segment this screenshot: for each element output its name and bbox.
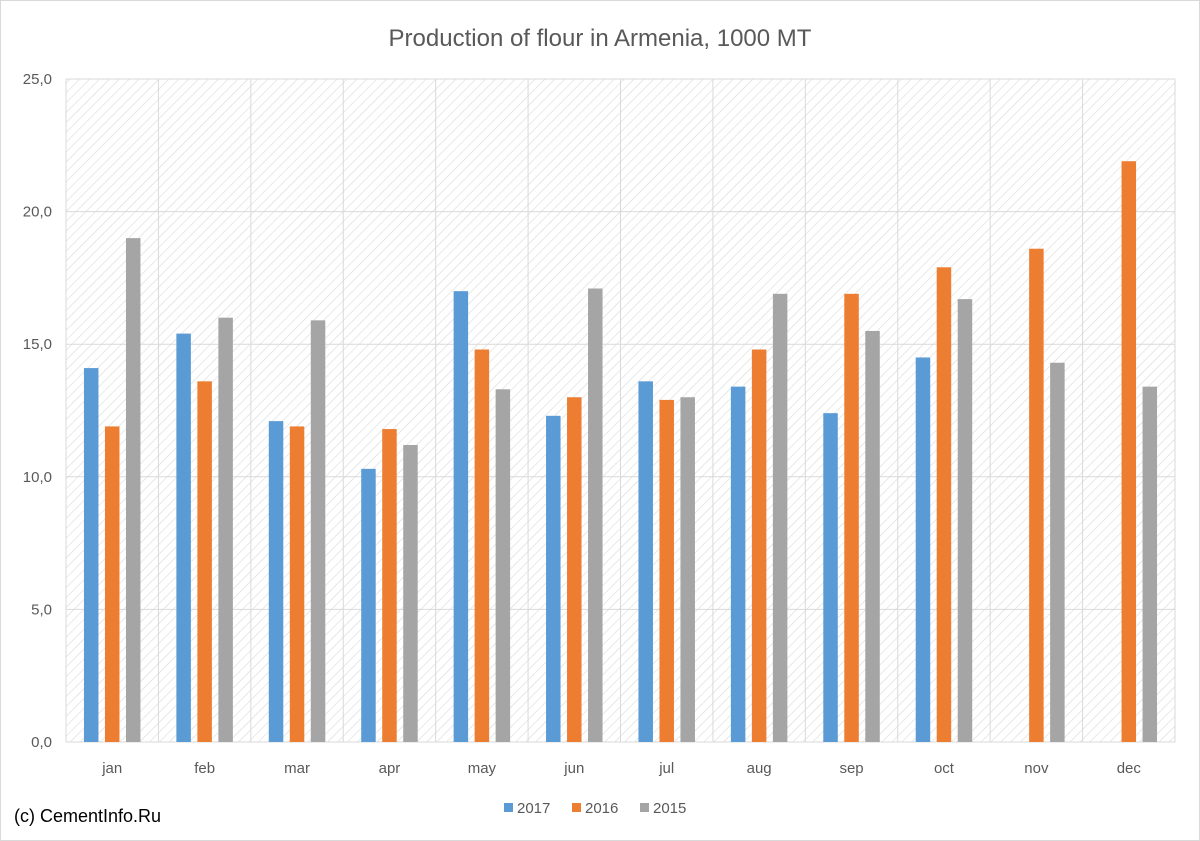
x-tick-label: aug <box>747 760 772 777</box>
x-tick-label: dec <box>1117 760 1142 777</box>
bar-2015-may <box>495 389 511 742</box>
bar-2017-mar <box>268 421 284 742</box>
bar-2015-sep <box>865 330 880 742</box>
y-tick-label: 20,0 <box>23 204 52 221</box>
y-tick-label: 10,0 <box>23 469 52 486</box>
bar-2017-feb <box>176 333 191 742</box>
bar-2015-jul <box>680 397 695 742</box>
bar-2017-jul <box>638 381 653 742</box>
legend-swatch-2017 <box>504 803 513 812</box>
bar-2016-nov <box>1029 248 1044 742</box>
bar-2017-sep <box>823 413 838 742</box>
bar-2016-jul <box>659 399 674 742</box>
x-tick-label: oct <box>934 760 955 777</box>
bar-2015-mar <box>310 320 326 742</box>
bar-2016-aug <box>751 349 767 742</box>
x-tick-label: nov <box>1024 760 1049 777</box>
x-tick-label: jul <box>658 760 674 777</box>
bar-2016-mar <box>289 426 305 742</box>
x-tick-label: mar <box>284 760 310 777</box>
y-tick-label: 5,0 <box>31 601 52 618</box>
x-tick-label: apr <box>379 760 401 777</box>
chart-title: Production of flour in Armenia, 1000 MT <box>389 25 812 52</box>
legend-label-2016: 2016 <box>585 800 618 817</box>
bar-2017-apr <box>361 468 376 742</box>
credit-text: (c) CementInfo.Ru <box>14 806 162 826</box>
bar-2015-oct <box>957 299 973 742</box>
x-tick-label: may <box>468 760 497 777</box>
y-tick-label: 0,0 <box>31 734 52 751</box>
bar-2015-feb <box>218 317 233 742</box>
bar-2016-may <box>474 349 490 742</box>
x-tick-label: sep <box>839 760 863 777</box>
x-tick-label: jun <box>563 760 584 777</box>
bar-2017-aug <box>730 386 746 742</box>
y-tick-label: 15,0 <box>23 336 52 353</box>
bar-2016-jun <box>567 397 582 742</box>
bar-2016-feb <box>197 381 212 742</box>
bar-2017-oct <box>915 357 931 742</box>
bar-2017-jun <box>546 415 561 742</box>
bar-2016-sep <box>844 293 859 742</box>
bar-2017-may <box>453 291 469 742</box>
bar-2016-jan <box>104 426 120 742</box>
bar-2015-jun <box>588 288 603 742</box>
bar-2015-nov <box>1050 362 1065 742</box>
y-tick-label: 25,0 <box>23 71 52 88</box>
bar-2016-dec <box>1121 161 1137 742</box>
bar-2016-apr <box>382 429 397 742</box>
legend-label-2017: 2017 <box>517 800 550 817</box>
bar-2015-jan <box>125 238 141 742</box>
legend-swatch-2015 <box>640 803 649 812</box>
x-tick-label: jan <box>101 760 122 777</box>
legend-label-2015: 2015 <box>653 800 686 817</box>
bar-2015-apr <box>403 444 418 742</box>
legend-swatch-2016 <box>572 803 581 812</box>
bar-2017-jan <box>83 368 99 742</box>
bar-2015-aug <box>772 293 788 742</box>
bar-2015-dec <box>1142 386 1158 742</box>
bar-2016-oct <box>936 267 952 742</box>
x-tick-label: feb <box>194 760 215 777</box>
